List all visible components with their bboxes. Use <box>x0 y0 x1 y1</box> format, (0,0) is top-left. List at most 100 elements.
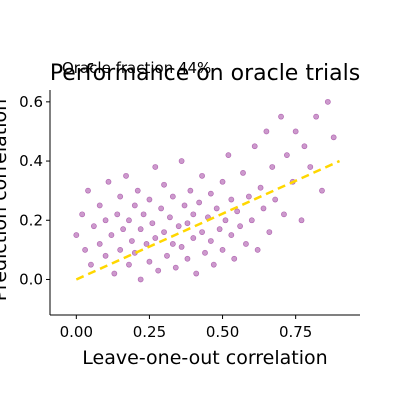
data-point <box>169 241 176 247</box>
data-point <box>117 193 124 200</box>
data-point <box>228 232 235 238</box>
data-point <box>278 113 284 120</box>
data-point <box>117 246 124 253</box>
data-point <box>187 187 194 194</box>
data-point <box>324 98 331 105</box>
data-point <box>172 264 179 271</box>
data-point <box>143 241 150 247</box>
data-point <box>281 211 287 218</box>
data-point <box>237 223 243 230</box>
data-point <box>175 223 182 230</box>
data-point <box>90 223 97 230</box>
y-axis-label: Prediction correlation <box>0 99 11 301</box>
data-point <box>120 226 127 233</box>
data-point <box>272 196 279 203</box>
data-point <box>161 229 167 236</box>
data-point <box>96 241 103 247</box>
x-tick-label: 0.00 <box>60 323 93 341</box>
data-point <box>126 217 132 224</box>
data-point <box>213 205 220 212</box>
y-tick-label: 0.0 <box>19 270 43 288</box>
data-point <box>266 229 273 236</box>
data-point <box>207 190 214 197</box>
data-point <box>102 217 109 224</box>
data-point <box>193 270 200 277</box>
data-point <box>164 252 170 259</box>
data-point <box>231 255 238 262</box>
x-axis-label: Leave-one-out correlation <box>82 347 327 369</box>
data-point <box>228 196 235 203</box>
data-point <box>219 178 226 185</box>
data-point <box>181 202 188 209</box>
data-point <box>190 211 197 218</box>
data-point <box>146 258 153 265</box>
data-point <box>82 246 88 253</box>
data-point <box>202 249 208 256</box>
data-point <box>178 158 185 164</box>
data-point <box>85 187 91 194</box>
data-point <box>111 270 118 277</box>
data-point <box>155 267 162 274</box>
data-point <box>301 143 308 150</box>
data-point <box>254 246 261 253</box>
oracle-fraction-annotation: Oracle fraction 44% <box>62 59 211 77</box>
data-point <box>169 193 176 200</box>
data-point <box>260 205 267 212</box>
y-ticks: 0.0 0.2 0.4 0.6 <box>19 93 50 288</box>
scatter-points <box>73 98 337 283</box>
data-point <box>251 143 258 150</box>
data-point <box>199 229 205 236</box>
data-point <box>207 238 214 244</box>
data-point <box>88 261 94 268</box>
data-point <box>298 217 305 224</box>
x-ticks: 0.00 0.25 0.50 0.75 <box>60 315 312 341</box>
data-point <box>184 255 191 262</box>
data-point <box>199 172 205 179</box>
data-point <box>161 181 167 188</box>
data-point <box>245 193 252 200</box>
data-point <box>216 226 223 233</box>
data-point <box>114 211 121 218</box>
data-point <box>210 261 217 268</box>
data-point <box>234 208 241 215</box>
data-point <box>196 199 203 206</box>
y-tick-label: 0.6 <box>19 93 43 111</box>
x-tick-label: 0.50 <box>206 323 239 341</box>
chart-title: Performance on oracle trials <box>50 61 360 86</box>
data-point <box>330 134 337 141</box>
data-point <box>222 217 229 224</box>
data-point <box>190 235 197 241</box>
data-point <box>152 235 159 241</box>
data-point <box>137 276 144 283</box>
y-tick-label: 0.4 <box>19 152 43 170</box>
data-point <box>167 214 173 221</box>
data-point <box>108 232 115 238</box>
data-point <box>126 261 132 268</box>
data-point <box>140 211 147 218</box>
y-tick-label: 0.2 <box>19 211 43 229</box>
data-point <box>178 244 185 250</box>
data-point <box>269 164 276 170</box>
data-point <box>219 246 226 253</box>
data-point <box>158 205 165 212</box>
data-point <box>307 164 314 170</box>
data-point <box>79 211 86 218</box>
data-point <box>131 202 138 209</box>
data-point <box>243 241 249 247</box>
data-point <box>313 113 320 120</box>
data-point <box>184 220 191 227</box>
data-point <box>105 178 112 185</box>
x-tick-label: 0.75 <box>279 323 312 341</box>
data-point <box>152 164 159 170</box>
data-point <box>137 226 144 233</box>
data-point <box>283 152 290 159</box>
data-point <box>96 202 103 209</box>
data-point <box>263 128 270 135</box>
trend-line <box>75 159 341 281</box>
data-point <box>134 187 141 194</box>
data-point <box>149 220 156 227</box>
data-point <box>128 238 135 244</box>
data-point <box>240 169 246 176</box>
data-point <box>146 196 153 203</box>
